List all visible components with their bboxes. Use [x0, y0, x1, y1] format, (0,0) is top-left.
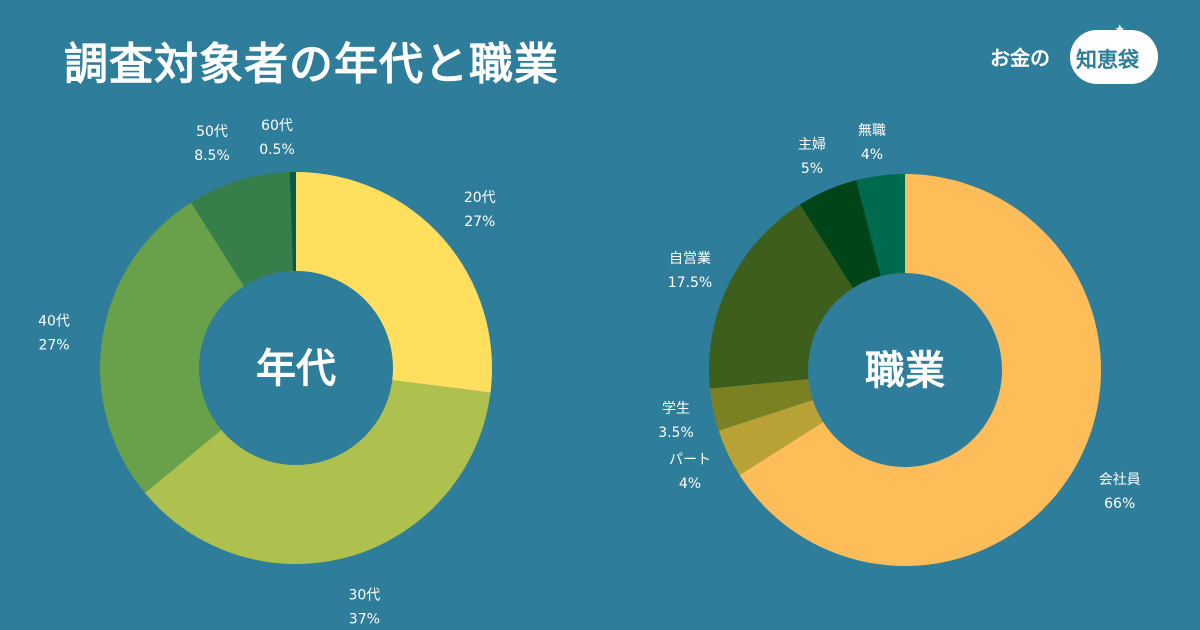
ribbon-icon: ✦: [1114, 22, 1126, 38]
donut-slice: [289, 172, 296, 272]
slice-value-label: 8.5%: [194, 148, 230, 164]
slice-value-label: 17.5%: [668, 275, 712, 291]
donut-slice: [799, 180, 881, 289]
slice-label: 自営業: [669, 251, 711, 267]
donut-center-label: 職業: [865, 348, 945, 394]
donut-slice: [718, 399, 824, 476]
page-title: 調査対象者の年代と職業: [64, 39, 559, 90]
donut-slice: [296, 172, 492, 393]
logo-text-right: 知恵袋: [1076, 48, 1139, 72]
logo-text-left: お金の: [990, 46, 1050, 70]
slice-label: 主婦: [798, 136, 826, 153]
donut-slice: [190, 172, 293, 287]
slice-label: 学生: [662, 401, 690, 417]
slice-value-label: 37%: [349, 611, 380, 627]
slice-label: 40代: [38, 314, 70, 330]
donut-slice: [739, 174, 1101, 567]
donut-slice: [709, 204, 854, 389]
slice-label: 無職: [858, 123, 886, 139]
slice-label: 20代: [464, 190, 496, 206]
donut-slice: [709, 379, 813, 431]
slice-value-label: 0.5%: [259, 142, 295, 158]
slice-value-label: 27%: [38, 338, 69, 354]
slice-value-label: 4%: [679, 476, 701, 492]
slice-value-label: 3.5%: [658, 425, 694, 441]
slice-value-label: 27%: [464, 214, 495, 230]
donut-slice: [856, 174, 905, 277]
slice-value-label: 66%: [1104, 496, 1135, 512]
slice-label: 60代: [261, 118, 293, 134]
slice-label: 会社員: [1099, 472, 1141, 488]
donut-slice: [144, 380, 491, 564]
brand-logo: お金の 知恵袋 ✦: [980, 22, 1160, 92]
slice-label: 50代: [196, 124, 228, 140]
slice-label: 30代: [348, 587, 380, 603]
slice-value-label: 5%: [801, 161, 823, 177]
logo-bubble: [1070, 30, 1158, 84]
donut-slice: [99, 202, 245, 493]
slice-label: パート: [669, 452, 711, 468]
donut-center-label: 年代: [256, 346, 336, 392]
slice-value-label: 4%: [861, 147, 883, 163]
